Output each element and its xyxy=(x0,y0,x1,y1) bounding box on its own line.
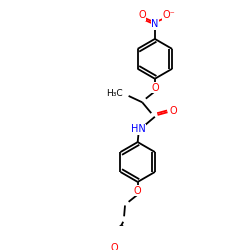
Text: O: O xyxy=(169,106,177,116)
Text: O: O xyxy=(151,83,159,93)
Text: H₃C: H₃C xyxy=(106,89,122,98)
Text: N: N xyxy=(151,20,158,30)
Text: HN: HN xyxy=(131,124,146,134)
Text: O⁻: O⁻ xyxy=(163,10,176,20)
Text: O: O xyxy=(134,186,141,196)
Text: O: O xyxy=(110,243,118,250)
Text: O: O xyxy=(138,10,146,20)
